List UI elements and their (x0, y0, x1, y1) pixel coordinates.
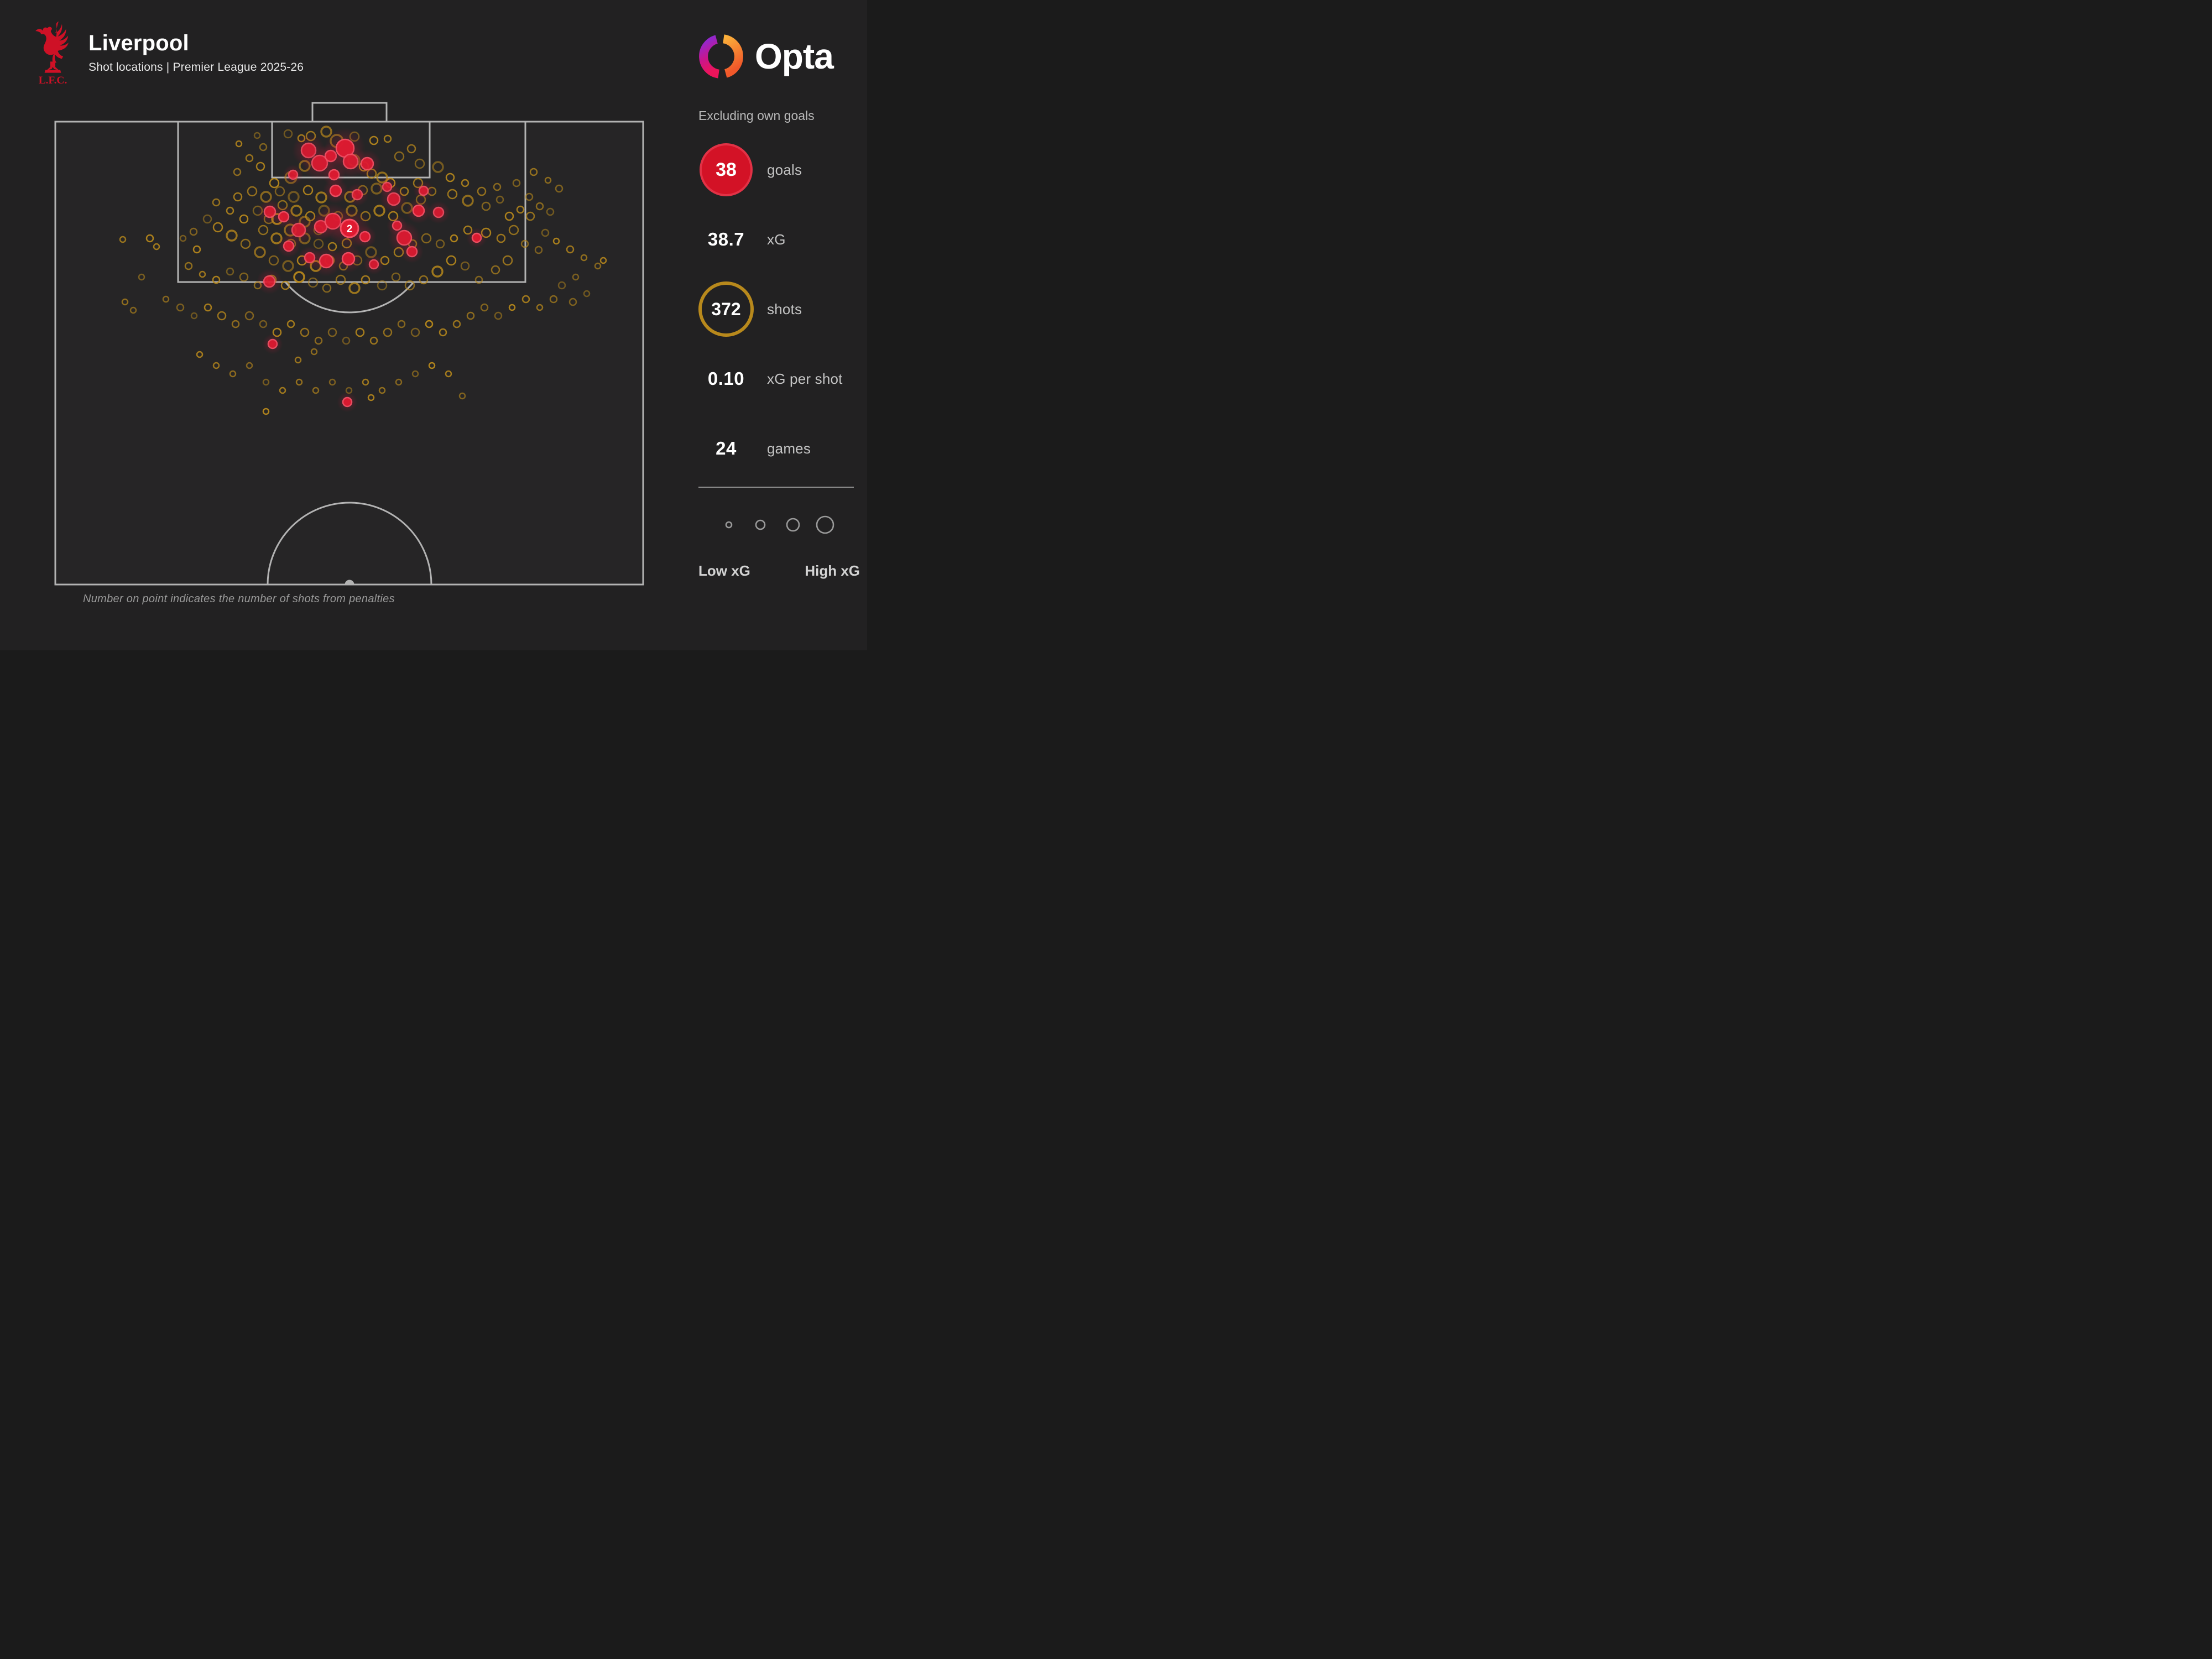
centre-circle (267, 502, 432, 585)
penalty-caption: Number on point indicates the number of … (83, 593, 395, 605)
goals-badge: 38 (700, 143, 753, 196)
centre-mark (345, 580, 354, 585)
page-title: Liverpool (88, 31, 189, 55)
infographic-root: 2 L.F.C. Liverpool Shot locations | Prem… (0, 0, 867, 650)
opta-wordmark: Opta (755, 36, 834, 76)
xg-per-shot-value: 0.10 (707, 368, 745, 389)
xg-per-shot-label: xG per shot (767, 370, 843, 387)
header: L.F.C. Liverpool Shot locations | Premie… (31, 20, 304, 85)
shots-layer: 2 (119, 126, 607, 415)
page-subtitle: Shot locations | Premier League 2025-26 (88, 61, 304, 74)
xg-size-legend (725, 515, 834, 534)
xg-value: 38.7 (707, 229, 745, 249)
legend-circle-2 (755, 519, 766, 530)
penalty-shots-marker (340, 218, 359, 238)
games-label: games (767, 440, 811, 457)
opta-logo-icon (699, 34, 743, 79)
stat-row-shots: 372 shots (698, 274, 860, 344)
stat-row-goals: 38 goals (698, 135, 860, 205)
stats-note: Excluding own goals (698, 108, 815, 123)
games-value: 24 (716, 438, 737, 458)
goal-frame (311, 102, 388, 123)
legend-high-label: High xG (805, 562, 860, 579)
stat-row-xg: 38.7 xG (698, 205, 860, 274)
shots-badge: 372 (698, 281, 754, 337)
stats-panel: Excluding own goals 38 goals 38.7 xG 372… (698, 103, 860, 580)
goals-label: goals (767, 161, 802, 178)
penalty-arc (284, 281, 415, 314)
legend-circle-1 (725, 521, 733, 529)
legend-labels: Low xG High xG (698, 562, 860, 580)
xg-label: xG (767, 231, 786, 248)
legend-circle-3 (786, 518, 800, 532)
penalty-marker-count: 2 (347, 223, 353, 235)
stat-row-games: 24 games (698, 414, 860, 483)
legend-circle-4 (816, 515, 834, 534)
legend-low-label: Low xG (698, 562, 750, 579)
legend-divider (698, 487, 854, 488)
shots-label: shots (767, 300, 802, 317)
stat-row-xg-per-shot: 0.10 xG per shot (698, 344, 860, 414)
opta-brand: Opta (695, 30, 834, 82)
shot-map: 2 (54, 102, 644, 586)
liverpool-crest-icon: L.F.C. (35, 21, 69, 85)
crest-lfc-text: L.F.C. (39, 75, 67, 85)
